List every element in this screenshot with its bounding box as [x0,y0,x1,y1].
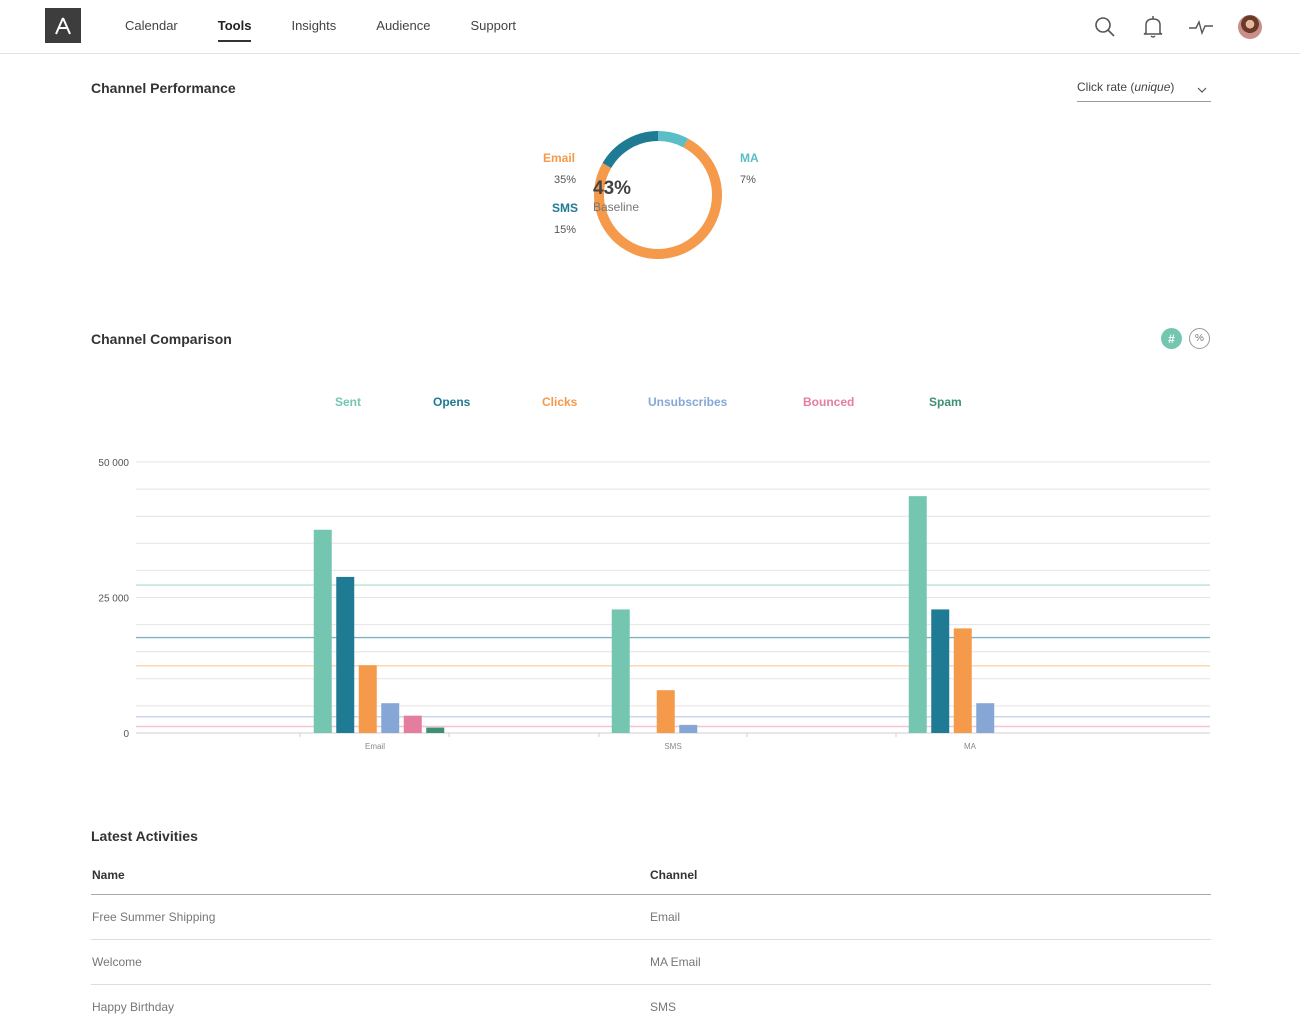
donut-arc-ma [657,131,689,148]
legend-bounced[interactable]: Bounced [803,395,855,409]
bar-email-sent[interactable] [313,529,332,733]
donut-arc-sms [602,131,659,169]
row-divider [91,984,1211,985]
donut-center-label: Baseline [593,200,640,214]
search-icon[interactable] [1092,14,1118,40]
y-tick-label: 0 [123,729,129,740]
bar-sms-clicks[interactable] [656,690,675,733]
legend-unsubscribes[interactable]: Unsubscribes [648,395,728,409]
table-row[interactable]: Happy Birthday SMS [91,990,1211,1028]
column-header-channel[interactable]: Channel [650,868,698,882]
bar-email-spam[interactable] [426,727,445,733]
activity-channel: Email [650,910,681,924]
channel-comparison-chart: 0 25 000 50 000 Email SMS MA [98,458,1210,751]
table-row[interactable]: Free Summer Shipping Email [91,900,1211,945]
y-tick-label: 50 000 [98,458,129,469]
nav-item-audience[interactable]: Audience [376,18,431,33]
bar-ma-unsubscribes[interactable] [976,703,995,733]
chevron-down-icon [1197,83,1207,97]
channel-comparison-title: Channel Comparison [91,331,232,347]
top-actions [1070,12,1262,42]
metric-select-prefix: Click rate ( [1077,80,1135,94]
app-logo[interactable] [45,8,81,43]
metric-select-suffix: ) [1170,80,1175,94]
main-nav: Calendar Tools Insights Audience Support [125,0,556,54]
metric-select[interactable]: Click rate (unique) [1077,80,1211,102]
activity-channel: SMS [650,1000,677,1014]
donut-arc-email [594,138,722,259]
row-divider [91,939,1211,940]
bar-ma-sent[interactable] [908,496,927,733]
activity-name: Welcome [92,955,142,969]
x-tick-label: MA [964,742,977,751]
table-row[interactable]: Welcome MA Email [91,945,1211,990]
table-header-divider [91,894,1211,895]
x-tick-label: Email [365,742,385,751]
performance-donut: 43% Baseline [593,130,723,260]
channel-performance-title: Channel Performance [91,80,236,96]
logo-icon [55,17,71,34]
donut-value-sms: 15% [554,224,577,236]
metric-select-em: unique [1134,80,1171,94]
legend-clicks[interactable]: Clicks [542,395,578,409]
donut-label-ma: MA [740,151,759,165]
bar-email-bounced[interactable] [403,715,422,733]
bar-ma-clicks[interactable] [953,628,972,733]
avatar[interactable] [1238,15,1262,39]
nav-item-tools[interactable]: Tools [217,0,251,54]
x-tick-label: SMS [664,742,681,751]
latest-activities-title: Latest Activities [91,828,198,844]
bar-email-clicks[interactable] [358,665,377,733]
activity-name: Free Summer Shipping [92,910,216,924]
top-navigation-bar: Calendar Tools Insights Audience Support [0,0,1300,54]
nav-item-insights[interactable]: Insights [291,18,337,33]
donut-value-ma: 7% [740,174,756,186]
bar-ma-opens[interactable] [931,609,950,733]
activity-channel: MA Email [650,955,701,969]
legend-opens[interactable]: Opens [433,395,471,409]
donut-value-email: 35% [554,174,577,186]
donut-svg [594,131,722,259]
legend-spam[interactable]: Spam [929,395,962,409]
legend-sent[interactable]: Sent [335,395,362,409]
nav-item-calendar[interactable]: Calendar [125,18,178,33]
count-toggle-button[interactable]: # [1161,328,1182,349]
bar-email-opens[interactable] [336,576,355,733]
activity-icon[interactable] [1188,14,1214,40]
y-tick-label: 25 000 [98,594,129,605]
bar-sms-unsubscribes[interactable] [679,724,698,733]
bell-icon[interactable] [1140,14,1166,40]
donut-center-value: 43% [593,178,632,199]
donut-label-sms: SMS [552,201,579,215]
bar-sms-sent[interactable] [611,609,630,733]
activity-name: Happy Birthday [92,1000,175,1014]
bar-email-unsubscribes[interactable] [381,703,400,733]
donut-label-email: Email [543,151,576,165]
percent-toggle-button[interactable]: % [1189,328,1210,349]
nav-item-support[interactable]: Support [470,18,517,33]
column-header-name[interactable]: Name [92,868,125,882]
